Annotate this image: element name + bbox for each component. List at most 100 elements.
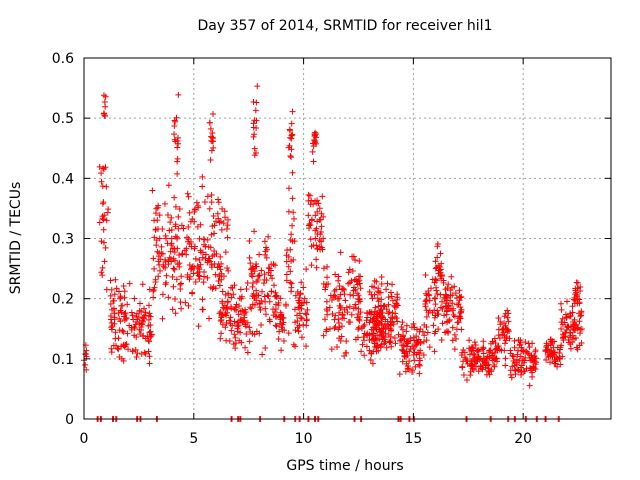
data-point [158, 243, 165, 250]
data-point [262, 298, 269, 305]
data-point [356, 296, 363, 303]
data-point [231, 282, 238, 289]
data-point [225, 216, 232, 223]
data-point [572, 285, 579, 292]
data-point [310, 201, 317, 208]
data-point [353, 276, 360, 283]
data-point [121, 288, 128, 295]
data-point [331, 325, 338, 332]
data-point [246, 254, 253, 261]
data-point [262, 344, 269, 351]
data-point [251, 131, 258, 138]
data-point [156, 267, 163, 274]
data-point [258, 267, 265, 274]
data-point [475, 368, 482, 375]
data-point [316, 243, 323, 250]
data-point [566, 313, 573, 320]
data-point [224, 265, 231, 272]
data-point [82, 361, 89, 368]
data-point [141, 349, 148, 356]
data-point [190, 270, 197, 277]
data-point [175, 134, 182, 141]
data-point [125, 346, 132, 353]
data-point [117, 295, 124, 302]
data-point [385, 294, 392, 301]
data-point [569, 309, 576, 316]
data-point [390, 321, 397, 328]
data-point [472, 342, 479, 349]
data-point [370, 335, 377, 342]
data-point [174, 155, 181, 162]
data-point [491, 335, 498, 342]
data-point [225, 267, 232, 274]
data-point [220, 273, 227, 280]
data-point [133, 310, 140, 317]
data-point [105, 206, 112, 213]
data-point [464, 357, 471, 364]
data-point [432, 295, 439, 302]
data-point [413, 333, 420, 340]
data-point [323, 298, 330, 305]
data-point [439, 305, 446, 312]
data-point [238, 293, 245, 300]
data-point [328, 297, 335, 304]
data-point [117, 294, 124, 301]
data-point [233, 307, 240, 314]
data-point [431, 295, 438, 302]
data-point [558, 342, 565, 349]
data-point [244, 349, 251, 356]
data-point [375, 298, 382, 305]
data-point [373, 309, 380, 316]
data-point [126, 322, 133, 329]
data-point [548, 347, 555, 354]
data-point [167, 219, 174, 226]
data-point [460, 371, 467, 378]
data-point [100, 165, 107, 172]
data-point [360, 334, 367, 341]
data-point [506, 335, 513, 342]
data-point [391, 334, 398, 341]
data-point [115, 335, 122, 342]
data-point [98, 238, 105, 245]
data-point [347, 291, 354, 298]
data-point [398, 323, 405, 330]
data-point [110, 306, 117, 313]
data-point [116, 353, 123, 360]
data-point [422, 271, 429, 278]
data-point [368, 350, 375, 357]
data-point [339, 311, 346, 318]
data-point [307, 236, 314, 243]
data-point [217, 308, 224, 315]
data-point [276, 320, 283, 327]
data-point [118, 309, 125, 316]
data-point [517, 353, 524, 360]
data-point [272, 322, 279, 329]
data-point [247, 328, 254, 335]
data-point [417, 347, 424, 354]
data-point [404, 362, 411, 369]
data-point [234, 323, 241, 330]
data-point [341, 315, 348, 322]
data-point [290, 215, 297, 222]
data-point [280, 319, 287, 326]
data-point [147, 322, 154, 329]
data-point [197, 261, 204, 268]
data-point [155, 273, 162, 280]
data-point [169, 273, 176, 280]
data-point [150, 255, 157, 262]
data-point [290, 209, 297, 216]
data-point [361, 321, 368, 328]
data-point [262, 311, 269, 318]
data-point [439, 298, 446, 305]
data-point [270, 282, 277, 289]
data-point [224, 222, 231, 229]
data-point [313, 140, 320, 147]
data-point [532, 348, 539, 355]
data-point [285, 253, 292, 260]
data-point [142, 309, 149, 316]
data-point [309, 148, 316, 155]
data-point [372, 304, 379, 311]
data-point [470, 366, 477, 373]
data-point [208, 191, 215, 198]
data-point [265, 264, 272, 271]
